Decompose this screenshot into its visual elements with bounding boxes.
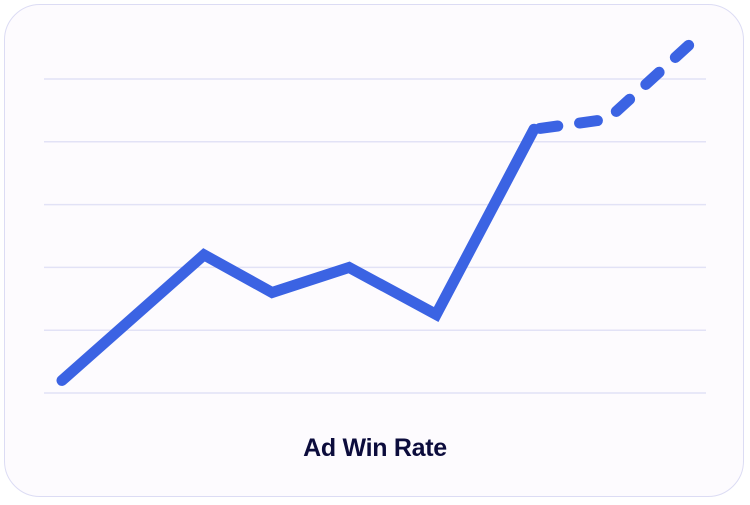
chart-card — [4, 4, 744, 497]
chart-title: Ad Win Rate — [303, 434, 447, 462]
series-line-dashed — [528, 35, 699, 135]
series-line-solid — [56, 123, 540, 386]
